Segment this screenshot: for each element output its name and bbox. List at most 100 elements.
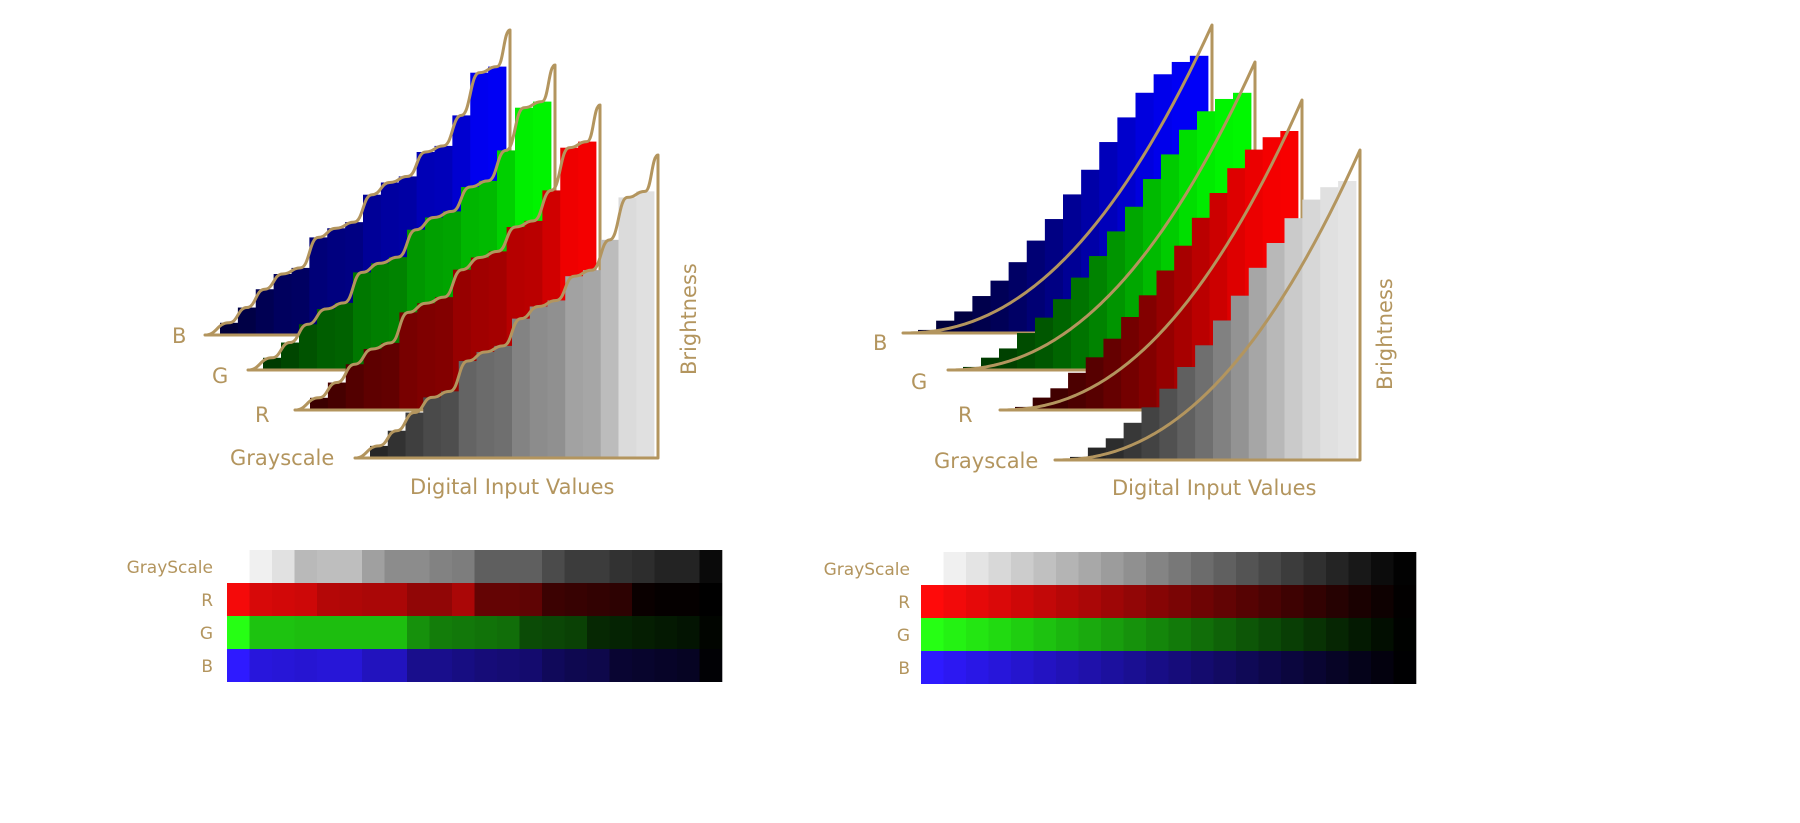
strip-cell-b xyxy=(1393,651,1417,684)
strip-cell-g xyxy=(1168,618,1192,651)
strip-cell-b xyxy=(1191,651,1214,684)
strip-cell-gray xyxy=(1123,552,1147,585)
bar-r xyxy=(363,349,382,410)
strip-cell-gray xyxy=(943,552,967,585)
strip-cell-gray xyxy=(339,550,363,583)
strip-cell-gray xyxy=(1191,552,1214,585)
strip-cell-g xyxy=(452,616,475,649)
strip-cell-g xyxy=(407,616,430,649)
strip-cell-r xyxy=(362,583,385,616)
strip-cell-r xyxy=(227,583,250,616)
strip-cell-r xyxy=(272,583,295,616)
bar-gray xyxy=(1123,422,1142,460)
bar-b xyxy=(220,322,239,335)
bar-r xyxy=(1138,295,1157,410)
label-grayscale: Grayscale xyxy=(230,446,334,470)
strip-cell-b xyxy=(497,649,520,682)
bar-gray xyxy=(458,361,477,458)
label-r: R xyxy=(255,403,270,427)
strip-cell-g xyxy=(587,616,610,649)
strip-cell-g xyxy=(943,618,967,651)
strip-cell-b xyxy=(339,649,363,682)
strip-cell-r xyxy=(1011,585,1034,618)
bar-gray xyxy=(1105,438,1125,460)
strip-cell-g xyxy=(272,616,295,649)
strip-cell-b xyxy=(1258,651,1282,684)
strip-cell-b xyxy=(519,649,543,682)
strip-cell-b xyxy=(1123,651,1147,684)
strip-cell-g xyxy=(497,616,520,649)
strip-cell-b xyxy=(1146,651,1169,684)
bar-gray xyxy=(636,191,655,459)
strip-cell-g xyxy=(339,616,363,649)
strip-cell-gray xyxy=(407,550,430,583)
right-panel-smooth xyxy=(901,23,1362,462)
strip-cell-gray xyxy=(699,550,723,583)
strip-cell-r xyxy=(1101,585,1124,618)
bar-gray xyxy=(1266,243,1285,460)
strip-cell-g xyxy=(294,616,318,649)
strip-cell-gray xyxy=(294,550,318,583)
strip-cell-g xyxy=(1078,618,1102,651)
strip-cell-r xyxy=(1191,585,1214,618)
strip-cell-b xyxy=(699,649,723,682)
strip-cell-r xyxy=(1123,585,1147,618)
bar-gray xyxy=(565,276,584,458)
strip-cell-g xyxy=(1393,618,1417,651)
strip-cell-g xyxy=(1213,618,1237,651)
bar-gray xyxy=(494,345,513,458)
bar-r xyxy=(1156,270,1175,410)
strip-cell-g xyxy=(249,616,273,649)
strip-cell-gray xyxy=(362,550,385,583)
strip-cell-b xyxy=(429,649,453,682)
strip-cell-r xyxy=(1236,585,1259,618)
strip-cell-b xyxy=(677,649,700,682)
strip-cell-b xyxy=(294,649,318,682)
strip-cell-g xyxy=(921,618,944,651)
strip-cell-g xyxy=(988,618,1012,651)
strip-cell-b xyxy=(632,649,655,682)
strip-cell-gray xyxy=(1213,552,1237,585)
strip-cell-gray xyxy=(1303,552,1327,585)
strip-label-grayscale: GrayScale xyxy=(127,558,213,578)
strip-cell-b xyxy=(317,649,340,682)
strip-cell-b xyxy=(1371,651,1394,684)
bar-gray xyxy=(1320,187,1339,460)
bar-r xyxy=(1121,317,1140,410)
strip-cell-gray xyxy=(677,550,700,583)
strip-cell-b xyxy=(1281,651,1304,684)
strip-cell-gray xyxy=(609,550,633,583)
strip-cell-gray xyxy=(988,552,1012,585)
bar-gray xyxy=(618,197,637,459)
strip-cell-g xyxy=(1123,618,1147,651)
bar-b xyxy=(990,280,1010,333)
bar-r xyxy=(417,303,436,410)
strip-cell-b xyxy=(921,651,944,684)
strip-cell-b xyxy=(1011,651,1034,684)
strip-cell-gray xyxy=(429,550,453,583)
strip-cell-r xyxy=(497,583,520,616)
bar-gray xyxy=(1177,367,1196,460)
strip-cell-gray xyxy=(564,550,588,583)
strip-cell-r xyxy=(294,583,318,616)
strip-cell-b xyxy=(384,649,408,682)
strip-cell-g xyxy=(699,616,723,649)
strip-cell-g xyxy=(474,616,498,649)
curve-outline-r xyxy=(293,103,602,412)
strip-cell-gray xyxy=(1236,552,1259,585)
strip-cell-r xyxy=(1303,585,1327,618)
y-axis-label: Brightness xyxy=(677,263,701,375)
strip-cell-r xyxy=(677,583,700,616)
strip-cell-r xyxy=(1281,585,1304,618)
strip-cell-g xyxy=(1146,618,1169,651)
strip-cell-gray xyxy=(1146,552,1169,585)
strip-cell-b xyxy=(654,649,678,682)
strip-cell-g xyxy=(362,616,385,649)
x-axis-label: Digital Input Values xyxy=(410,475,614,499)
strip-cell-gray xyxy=(1258,552,1282,585)
strip-cell-b xyxy=(1303,651,1327,684)
strip-cell-g xyxy=(966,618,989,651)
staircase-gray xyxy=(353,153,660,460)
bar-g xyxy=(999,348,1018,370)
bar-gray xyxy=(405,412,424,458)
